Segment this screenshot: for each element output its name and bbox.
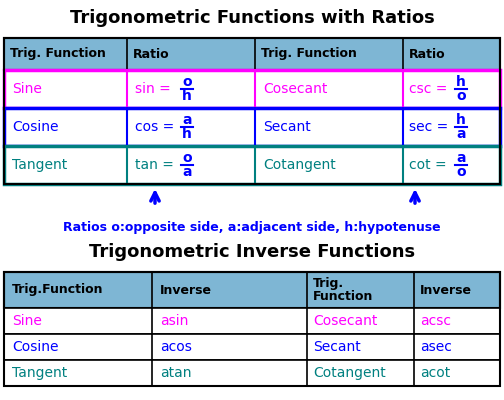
Text: Cosecant: Cosecant <box>313 314 377 328</box>
Text: Sine: Sine <box>12 82 42 96</box>
Text: Cotangent: Cotangent <box>263 158 336 172</box>
Text: Inverse: Inverse <box>160 284 212 296</box>
Text: asec: asec <box>420 340 452 354</box>
Text: Trigonometric Inverse Functions: Trigonometric Inverse Functions <box>89 243 415 261</box>
Text: atan: atan <box>160 366 192 380</box>
Text: csc =: csc = <box>409 82 452 96</box>
Text: Tangent: Tangent <box>12 366 67 380</box>
Text: acsc: acsc <box>420 314 451 328</box>
Text: Ratio: Ratio <box>133 48 170 60</box>
Text: Trig. Function: Trig. Function <box>261 48 357 60</box>
Text: acos: acos <box>160 340 192 354</box>
Text: Cosine: Cosine <box>12 120 58 134</box>
Text: h: h <box>182 127 192 141</box>
Text: o: o <box>182 75 192 89</box>
Text: h: h <box>456 113 466 127</box>
Bar <box>4 272 500 386</box>
Bar <box>4 70 500 108</box>
Text: cos =: cos = <box>135 120 178 134</box>
Text: Function: Function <box>313 290 373 302</box>
Text: Tangent: Tangent <box>12 158 67 172</box>
Text: o: o <box>456 165 466 179</box>
Text: tan =: tan = <box>135 158 178 172</box>
Text: Trig.Function: Trig.Function <box>12 284 103 296</box>
Text: Cotangent: Cotangent <box>313 366 386 380</box>
Bar <box>4 146 500 184</box>
Text: o: o <box>456 89 466 103</box>
Bar <box>4 38 500 184</box>
Text: cot =: cot = <box>409 158 451 172</box>
Text: sec =: sec = <box>409 120 453 134</box>
Text: Cosecant: Cosecant <box>263 82 328 96</box>
Text: o: o <box>182 151 192 165</box>
Text: Ratios o:opposite side, a:adjacent side, h:hypotenuse: Ratios o:opposite side, a:adjacent side,… <box>63 222 441 234</box>
Text: Secant: Secant <box>313 340 361 354</box>
Bar <box>4 272 500 308</box>
Text: sin =: sin = <box>135 82 175 96</box>
Text: h: h <box>182 89 192 103</box>
Bar <box>4 334 500 360</box>
Text: a: a <box>456 151 466 165</box>
Bar <box>4 38 500 70</box>
Text: a: a <box>456 127 466 141</box>
Text: acot: acot <box>420 366 450 380</box>
Text: a: a <box>182 165 192 179</box>
Text: Secant: Secant <box>263 120 311 134</box>
Text: Trig.: Trig. <box>313 278 344 290</box>
Text: Inverse: Inverse <box>420 284 472 296</box>
Bar <box>4 360 500 386</box>
Text: Sine: Sine <box>12 314 42 328</box>
Text: a: a <box>182 113 192 127</box>
Text: h: h <box>456 75 466 89</box>
Text: Trig. Function: Trig. Function <box>10 48 106 60</box>
Bar <box>4 308 500 334</box>
Text: Cosine: Cosine <box>12 340 58 354</box>
Bar <box>4 108 500 146</box>
Text: Ratio: Ratio <box>409 48 446 60</box>
Text: asin: asin <box>160 314 188 328</box>
Text: Trigonometric Functions with Ratios: Trigonometric Functions with Ratios <box>70 9 434 27</box>
